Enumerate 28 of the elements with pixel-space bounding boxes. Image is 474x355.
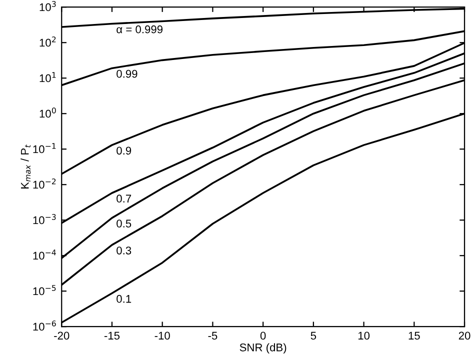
y-tick-label: 10$^{−2}$	[33, 178, 56, 189]
y-tick-label: 10$^{−5}$	[33, 285, 56, 296]
x-tick-label: -20	[54, 332, 70, 340]
y-axis-title: K$_{max}$ / P$_{t}$	[20, 144, 31, 188]
series-label: 0.3	[116, 246, 132, 254]
x-tick-label: 20	[458, 332, 470, 340]
series-label: 0.1	[116, 294, 132, 303]
series-label: 0.7	[116, 194, 132, 203]
y-tick-label: 10$^{−4}$	[33, 250, 56, 260]
x-tick-label: 0	[260, 332, 266, 340]
y-tick-label: 10$^{2}$	[40, 36, 56, 47]
x-tick-label: 15	[408, 332, 420, 340]
y-tick-label: 10$^{−3}$	[33, 214, 56, 224]
y-tick-label: 10$^{−6}$	[33, 320, 56, 331]
y-tick-label: 10$^{3}$	[40, 1, 56, 12]
series-label: α = 0.999	[116, 25, 163, 34]
series-label: 0.5	[116, 220, 132, 228]
y-tick-label: 10$^{0}$	[40, 108, 56, 118]
x-tick-label: 5	[310, 332, 316, 340]
y-tick-label: 10$^{1}$	[40, 72, 56, 82]
x-axis-title: SNR (dB)	[240, 343, 286, 354]
y-tick-label: 10$^{−1}$	[33, 143, 56, 154]
x-tick-label: 10	[358, 332, 370, 340]
x-tick-label: -15	[104, 332, 120, 340]
x-tick-label: -5	[208, 332, 218, 340]
series-label: 0.99	[116, 70, 138, 78]
series-label: 0.9	[116, 146, 132, 155]
x-tick-label: -10	[154, 332, 170, 340]
